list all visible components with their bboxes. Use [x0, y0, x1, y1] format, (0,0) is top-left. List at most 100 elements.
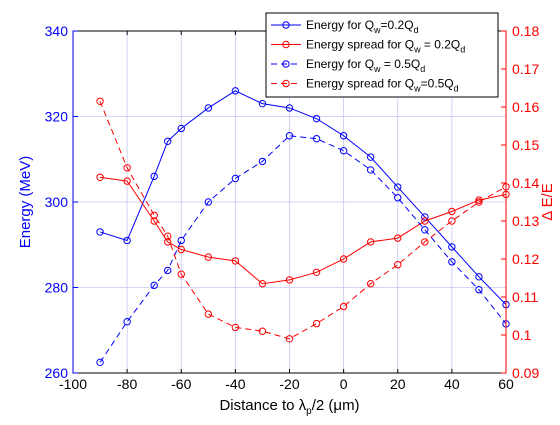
series-marker [394, 183, 402, 191]
series-marker [204, 198, 213, 206]
x-axis-title-mu: μ [333, 397, 342, 414]
series-marker [312, 135, 321, 143]
series-marker [339, 147, 348, 155]
series-marker [231, 257, 240, 265]
series-marker [231, 323, 240, 332]
series-marker [258, 280, 267, 288]
x-tick-label: -100 [59, 376, 87, 392]
series-marker [258, 99, 267, 108]
series-marker [421, 213, 429, 221]
legend-subscript: d [414, 25, 419, 35]
series-marker [123, 236, 131, 245]
legend-subscript: d [460, 45, 465, 55]
series-marker [448, 207, 456, 216]
series-marker [96, 97, 104, 106]
legend-text-part: Energy for Q [306, 57, 374, 71]
legend-text-part: = 0.2Q [421, 38, 461, 52]
legend-subscript: d [420, 64, 425, 74]
y-right-tick-label: 0.11 [512, 289, 538, 305]
series-marker [204, 104, 213, 112]
x-axis-title-part: /2 ( [312, 397, 334, 414]
y-left-tick-label: 320 [45, 109, 69, 125]
series-marker [475, 285, 483, 294]
legend-text-part: Energy spread for Q [306, 77, 414, 91]
series-line [99, 90, 507, 305]
series-marker [285, 104, 294, 112]
x-tick-label: -40 [225, 376, 245, 392]
y-right-tick-label: 0.17 [512, 61, 539, 77]
legend-marker-sample [282, 21, 290, 29]
series-layer [96, 87, 510, 367]
series-marker [150, 172, 158, 181]
legend-entry-label: Energy spread for Qw=0.5Qd [306, 77, 459, 94]
series-marker [204, 310, 213, 318]
legend-subscript: w [413, 84, 421, 94]
series-marker [164, 232, 172, 240]
series-marker [366, 166, 375, 174]
x-axis-title-part: Distance to [219, 397, 298, 414]
y-right-tick-label: 0.09 [512, 365, 539, 381]
legend-marker-sample [282, 60, 290, 68]
x-axis-title-lambda: λ [299, 397, 307, 414]
y-right-tick-label: 0.14 [512, 175, 539, 191]
legend-entry-label: Energy for Qw = 0.5Qd [306, 57, 425, 74]
x-tick-label: 20 [390, 376, 406, 392]
x-tick-label: -20 [279, 376, 299, 392]
series-line [99, 135, 507, 363]
x-axis-title: Distance to λp/2 (μm) [219, 397, 359, 417]
legend-subscript: d [454, 84, 459, 94]
series-marker [312, 268, 321, 276]
series-line [99, 176, 507, 285]
series-marker [475, 273, 483, 281]
series-marker [421, 238, 429, 246]
series-marker [339, 132, 348, 140]
series-marker [339, 255, 348, 263]
legend-box [265, 12, 499, 98]
series-marker [448, 243, 456, 251]
series-marker [366, 280, 375, 288]
series-marker [394, 194, 402, 202]
legend-entry-label: Energy spread for Qw = 0.2Qd [306, 38, 465, 55]
y-right-tick-label: 0.1 [512, 327, 532, 343]
legend-text-part: =0.2Q [381, 18, 414, 32]
series-marker [394, 234, 402, 242]
legend-subscript: w [373, 64, 381, 74]
series-marker [96, 173, 104, 182]
y-left-tick-label: 340 [45, 23, 69, 39]
y-right-tick-label: 0.13 [512, 213, 539, 229]
series-marker [164, 266, 172, 275]
series-marker [123, 177, 131, 185]
legend-marker-sample [282, 40, 290, 49]
x-axis-title-subscript: p [306, 406, 312, 417]
series-marker [123, 318, 131, 326]
series-marker [177, 124, 185, 133]
y-left-tick-label: 300 [45, 194, 69, 210]
series-marker [394, 261, 402, 269]
series-marker [285, 335, 294, 343]
series-line [99, 101, 507, 340]
series-marker [164, 238, 172, 246]
series-marker [339, 302, 348, 311]
series-marker [421, 217, 429, 225]
legend-text-part: = 0.5Q [381, 57, 421, 71]
series-marker [475, 198, 483, 206]
x-axis-title-part: m) [342, 397, 360, 414]
legend-text-part: Energy for Q [306, 18, 374, 32]
series-marker [150, 281, 158, 290]
series-marker [231, 174, 240, 183]
series-marker [285, 132, 294, 140]
legend-text-part: Energy spread for Q [306, 38, 414, 52]
series-marker [150, 211, 158, 220]
series-marker [285, 276, 294, 284]
series-marker [312, 319, 321, 328]
series-marker [204, 253, 213, 261]
y-left-tick-label: 280 [45, 280, 69, 296]
x-tick-label: 0 [340, 376, 348, 392]
y-right-tick-label: 0.15 [512, 137, 539, 153]
series-marker [421, 226, 429, 234]
series-marker [366, 238, 375, 246]
y-right-tick-label: 0.16 [512, 99, 539, 115]
series-marker [177, 245, 185, 254]
